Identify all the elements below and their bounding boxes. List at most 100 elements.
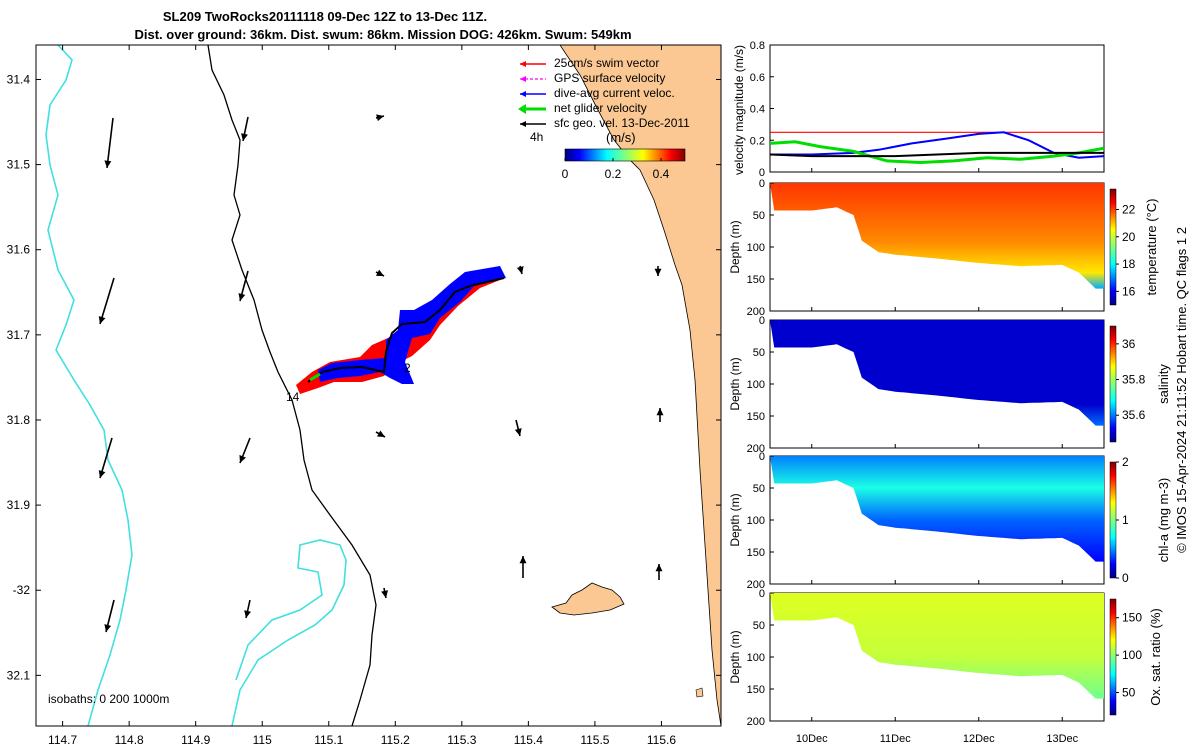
section-ytick-label: 150 [747, 547, 765, 559]
islet-land [695, 687, 704, 698]
map-ytick-label: 31.4 [7, 72, 31, 86]
section-ytick-label: 200 [747, 579, 765, 591]
velocity-ytick-label: 0.2 [750, 135, 765, 147]
geo-arrow-head [519, 556, 527, 564]
island-land [551, 582, 625, 616]
track-label-start: 14 [286, 390, 300, 404]
map-ytick-label: 31.9 [7, 498, 31, 512]
section-ytick-label: 200 [747, 716, 765, 728]
section-cbar-tick-label: 22 [1122, 202, 1136, 216]
glider-path [307, 277, 505, 383]
section-ytick-label: 150 [747, 274, 765, 286]
velocity-ytick-label: 0.6 [750, 72, 765, 84]
map-colorbar-ticks: 0 0.2 0.4 [562, 158, 670, 181]
section-colorbar-label: Ox. sat. ratio (%) [1148, 608, 1163, 706]
imos-footer: © IMOS 15-Apr-2024 21:11:52 Hobart time.… [1174, 227, 1189, 553]
geo-arrow-head [376, 114, 384, 122]
section-cbar-tick-label: 16 [1122, 284, 1136, 298]
map-background [36, 45, 721, 726]
section-ytick-label: 50 [753, 483, 765, 495]
svg-text:net glider velocity: net glider velocity [554, 101, 647, 115]
map-xtick-label: 115.1 [314, 733, 343, 747]
geo-arrow-head [98, 316, 106, 324]
section-cbar-tick-label: 18 [1122, 257, 1136, 271]
section-ytick-label: 200 [747, 443, 765, 455]
map-legend: 25cm/s swim vector GPS surface velocity … [518, 56, 690, 181]
map-axes: 114.7 114.8 114.9 115 115.1 115.2 115.3 115.4 11… [7, 45, 721, 747]
section-ylabel: Depth (m) [728, 493, 742, 546]
track-label-end: 2 [404, 361, 411, 375]
section-panel-oxygen: 0 50 100 150 200 Depth (m) 50 100 150 Ox. sat. ra… [728, 588, 1163, 728]
cyan-coastline-south [231, 539, 347, 726]
section-cbar-tick-label: 100 [1122, 648, 1142, 662]
geo-arrow-head [655, 564, 663, 572]
section-ytick-label: 0 [759, 451, 765, 463]
isobath-line [207, 45, 377, 726]
time-axis: 10Dec 11Dec 12Dec 13Dec [796, 733, 1079, 745]
geo-arrow-head [104, 160, 112, 168]
map-cbar-tick-label: 0.2 [605, 167, 622, 181]
net-glider-velocity-mark [309, 372, 321, 382]
map-xtick-label: 115.2 [381, 733, 410, 747]
section-data-oxygen [770, 593, 1104, 699]
geo-arrow-head [656, 408, 664, 416]
legend-gps-velocity: GPS surface velocity [520, 71, 665, 85]
section-colorbar-salinity [1109, 325, 1117, 443]
section-ylabel: Depth (m) [728, 220, 742, 273]
legend-dive-avg-current: dive-avg current veloc. [520, 86, 675, 100]
colorbar-units: (m/s) [606, 130, 636, 145]
section-cbar-tick-label: 36 [1122, 337, 1136, 351]
map-xtick-label: 115.3 [447, 733, 476, 747]
velocity-ytick-label: 0.8 [750, 40, 765, 52]
section-ytick-label: 50 [753, 620, 765, 632]
section-cbar-tick-label: 1 [1122, 513, 1129, 527]
cyan-coastline-west [45, 45, 133, 726]
geo-arrow [106, 117, 114, 169]
map-xtick-label: 115.4 [514, 733, 543, 747]
velocity-panel: 0 0.2 0.4 0.6 0.8 velocity magnitude (m/s) [732, 40, 1105, 179]
section-data-temperature [770, 183, 1104, 289]
section-ytick-label: 150 [747, 684, 765, 696]
geo-arrow-head [98, 470, 106, 478]
section-cbar-tick-label: 20 [1122, 230, 1136, 244]
velocity-ytick-label: 0.4 [750, 104, 765, 116]
geo-arrow-head [381, 590, 388, 598]
section-cbar-tick-label: 35.8 [1122, 373, 1146, 387]
map-ytick-label: 31.7 [7, 328, 31, 342]
section-panel-salinity: 0 50 100 150 200 Depth (m) 35.6 35.8 36 salinity [728, 315, 1171, 455]
legend-sfc-geo-velocity: sfc geo. vel. 13-Dec-2011 [520, 116, 690, 130]
map-xtick-label: 114.7 [48, 733, 77, 747]
mainland-land [559, 45, 721, 726]
map-cbar-tick-label: 0.4 [653, 167, 670, 181]
geo-arrow-head [241, 133, 248, 141]
time-axis-label: 11Dec [880, 733, 911, 745]
section-ytick-label: 50 [753, 210, 765, 222]
section-ylabel: Depth (m) [728, 630, 742, 683]
section-ytick-label: 0 [759, 588, 765, 600]
map-frame [35, 44, 722, 727]
section-cbar-tick-label: 35.6 [1122, 408, 1146, 422]
legend-swim-vector: 25cm/s swim vector [520, 56, 659, 70]
time-axis-label: 13Dec [1046, 733, 1078, 745]
section-colorbar-label: chl-a (mg m-3) [1156, 478, 1171, 563]
section-ytick-label: 0 [759, 315, 765, 327]
geo-arrow-head [514, 428, 522, 436]
section-colorbar-temperature [1109, 188, 1117, 306]
geo-arrow-head [239, 455, 246, 463]
geo-arrow-head [654, 268, 662, 276]
time-axis-label: 12Dec [963, 733, 995, 745]
figure-title-line2: Dist. over ground: 36km. Dist. swum: 86k… [134, 27, 631, 42]
map-ytick-label: 31.6 [7, 243, 31, 257]
geo-arrow-head [516, 266, 524, 274]
map-panel: 14 2 114.7 114.8 114.9 115 115.1 115.2 115.3 11… [7, 44, 722, 747]
legend-net-glider-velocity: net glider velocity [518, 101, 647, 115]
section-ytick-label: 0 [759, 178, 765, 190]
geo-arrow-head [244, 610, 251, 618]
section-ytick-label: 50 [753, 347, 765, 359]
section-cbar-tick-label: 50 [1122, 686, 1136, 700]
velocity-ylabel: velocity magnitude (m/s) [732, 45, 746, 175]
geo-arrow-head [377, 430, 385, 437]
